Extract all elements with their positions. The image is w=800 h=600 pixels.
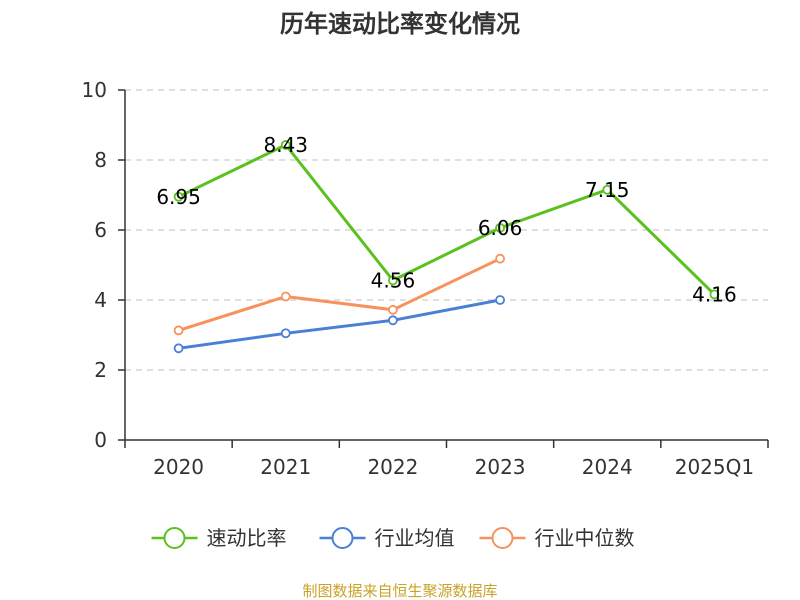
x-tick-label: 2023: [475, 455, 526, 479]
data-point[interactable]: [173, 343, 184, 354]
legend-item-2[interactable]: 行业均值: [319, 526, 455, 550]
legend-marker: [163, 527, 186, 549]
series-line-1: [177, 143, 716, 296]
data-labels: 6.95 8.43 4.56 6.06 7.15 4.16: [156, 133, 736, 306]
data-point[interactable]: [495, 253, 505, 264]
x-tick-label: 2022: [367, 455, 418, 479]
y-tick-label: 8: [94, 148, 107, 172]
data-label: 4.56: [371, 268, 416, 292]
y-tick-label: 0: [94, 428, 107, 452]
data-point[interactable]: [388, 304, 398, 315]
data-point[interactable]: [280, 140, 291, 150]
x-tick-label: 2025Q1: [675, 455, 754, 479]
data-label: 4.16: [692, 282, 737, 306]
data-point[interactable]: [280, 328, 291, 339]
data-point[interactable]: [173, 325, 184, 336]
y-tick-label: 4: [94, 288, 107, 312]
data-label: 6.06: [478, 216, 523, 240]
grid: [125, 89, 768, 371]
series-layer: [173, 140, 720, 354]
y-tick-label: 10: [82, 78, 107, 102]
data-point[interactable]: [388, 315, 398, 326]
data-point[interactable]: [388, 275, 398, 286]
chart-title: 历年速动比率变化情况: [280, 10, 520, 38]
data-point[interactable]: [495, 222, 505, 233]
source-note: 制图数据来自恒生聚源数据库: [302, 582, 497, 600]
axes: 0 2 4 6 8 10 2020 2021 2022 2023 2024 2025Q1: [82, 78, 769, 479]
legend-marker: [491, 527, 514, 549]
x-tick-label: 2024: [582, 455, 633, 479]
data-label: 7.15: [585, 178, 630, 202]
legend-item-1[interactable]: 速动比率: [151, 526, 287, 550]
data-point[interactable]: [173, 191, 184, 202]
legend-item-3[interactable]: 行业中位数: [479, 526, 635, 550]
legend-label: 行业中位数: [535, 526, 635, 550]
data-label: 6.95: [156, 185, 201, 209]
series-line-2: [178, 298, 501, 350]
series-line-3: [178, 257, 501, 332]
data-point[interactable]: [280, 291, 291, 302]
data-label: 8.43: [263, 133, 308, 157]
x-tick-label: 2020: [153, 455, 204, 479]
y-tick-label: 2: [94, 358, 107, 382]
data-point[interactable]: [602, 184, 613, 195]
legend-marker: [331, 527, 354, 549]
legend[interactable]: 速动比率 行业均值 行业中位数: [151, 526, 635, 550]
x-tick-label: 2021: [260, 455, 311, 479]
legend-label: 速动比率: [207, 526, 287, 550]
data-point[interactable]: [709, 289, 720, 300]
legend-label: 行业均值: [375, 526, 455, 550]
y-tick-label: 6: [94, 218, 107, 242]
data-point[interactable]: [495, 295, 505, 305]
